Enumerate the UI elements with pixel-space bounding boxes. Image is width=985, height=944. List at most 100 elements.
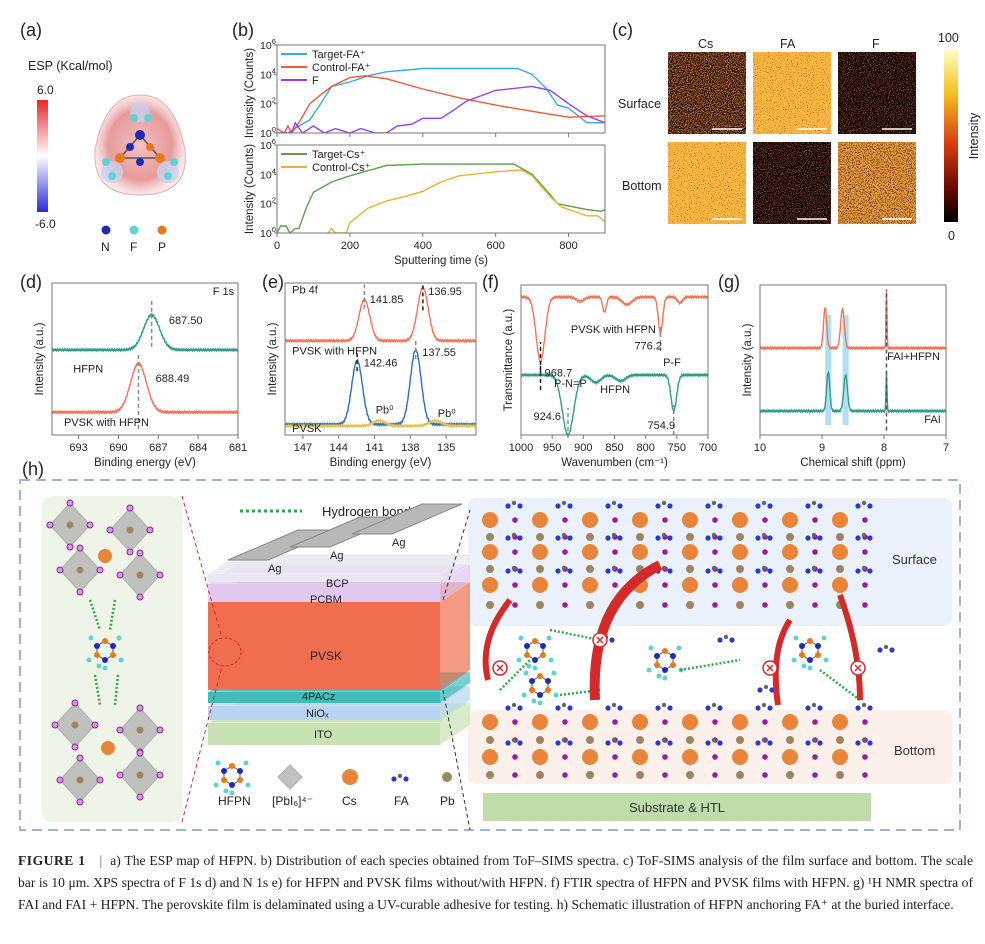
x-tick-label: 600	[486, 240, 504, 252]
x-tick-label: 800	[559, 240, 577, 252]
iodide-atom	[512, 582, 518, 588]
pb-atom	[586, 601, 594, 609]
esp-scale-max: 6.0	[37, 83, 54, 97]
iodide-atom	[136, 749, 144, 757]
fa-n	[655, 740, 661, 746]
fa-n	[717, 740, 723, 746]
map-noise	[753, 142, 831, 224]
chart-g: 10 9 8 7 Chemical shift (ppm) Intensity (a.u.…	[742, 284, 949, 469]
iodide-atom	[91, 721, 99, 729]
fa-c	[763, 684, 769, 690]
hfpn-atom	[237, 768, 243, 774]
fa-n	[889, 647, 895, 653]
fa-n	[517, 705, 523, 711]
ag-label: Ag	[392, 537, 405, 549]
caption-text: a) The ESP map of HFPN. b) Distribution …	[18, 853, 973, 912]
fa-c	[561, 565, 567, 571]
niox-label: NiOₓ	[306, 708, 329, 720]
hfpn-atom	[537, 673, 543, 679]
map-noise	[668, 142, 746, 224]
cs-atom	[582, 749, 598, 765]
iodide-atom	[51, 721, 59, 729]
layer-bcp-side	[440, 554, 470, 582]
fa-n	[617, 740, 623, 746]
bottom-label: Bottom	[894, 743, 935, 758]
fa-n	[717, 503, 723, 509]
fa-n	[403, 776, 409, 782]
cs-atom	[582, 714, 598, 730]
legend-label: Target-Cs⁺	[312, 149, 366, 161]
x-tick-label: 850	[605, 442, 623, 454]
surface-region	[468, 498, 952, 626]
fa-c	[611, 565, 617, 571]
cs-atom	[482, 749, 498, 765]
cs-atom	[632, 749, 648, 765]
figure-canvas: (a) (b) (c) (d) (e) (f) (g) (h) ESP (Kca…	[19, 20, 981, 831]
series-line-0	[521, 294, 708, 364]
fa-n	[605, 740, 611, 746]
fluorine-atom	[793, 635, 799, 641]
panel-a-esp-map: ESP (Kcal/mol) 6.0 -6.0 N F P	[28, 59, 186, 254]
y-tick-label: 104	[260, 66, 276, 81]
cs-atom	[482, 512, 498, 528]
fa-c	[397, 773, 403, 779]
x-tick-label: 135	[437, 442, 455, 454]
y-axis-label: Transmittance (a.u.)	[503, 309, 515, 412]
fa-n	[667, 535, 673, 541]
pb-atom	[686, 736, 694, 744]
pb-atom	[486, 565, 494, 573]
fa-n	[767, 535, 773, 541]
pb-atom	[586, 565, 594, 573]
fa-n	[805, 705, 811, 711]
cs-atom	[832, 749, 848, 765]
pb-atom	[836, 771, 844, 779]
tick-base: 10	[260, 228, 272, 240]
hfpn-atom	[529, 678, 535, 684]
iodide-atom	[116, 771, 124, 779]
legend-label-0: HFPN	[218, 794, 251, 808]
annotation-label: F 1s	[213, 286, 235, 298]
iodide-atom	[762, 602, 768, 608]
annotation-label: 688.49	[156, 373, 190, 385]
fluorine-atom	[223, 788, 229, 794]
hfpn-atom	[102, 657, 108, 663]
migration-arrow	[772, 618, 793, 706]
bcp-label: BCP	[326, 578, 349, 590]
legend-label: F	[312, 75, 319, 87]
fa-n	[667, 740, 673, 746]
pb-atom	[736, 771, 744, 779]
esp-molecule-surface	[94, 94, 186, 196]
col-label-cs: Cs	[698, 37, 713, 51]
fa-c	[611, 500, 617, 506]
tick-base: 10	[260, 140, 272, 152]
fa-n	[705, 705, 711, 711]
panel-letter-c: (c)	[612, 20, 633, 40]
fa-n	[877, 647, 883, 653]
fa-c	[811, 500, 817, 506]
zoom-connector	[181, 495, 223, 639]
4pacz-label: 4PACz	[302, 691, 335, 703]
annotation-label: HFPN	[73, 364, 103, 376]
pb-atom	[486, 533, 494, 541]
fa-n	[767, 568, 773, 574]
stack-connector	[442, 689, 471, 831]
fa-c	[661, 532, 667, 538]
cs-atom	[532, 544, 548, 560]
fa-c	[761, 737, 767, 743]
cs-atom	[582, 544, 598, 560]
x-tick-label: 690	[109, 442, 127, 454]
cs-atom	[732, 749, 748, 765]
fluorine-atom	[551, 670, 557, 676]
iodide-atom	[612, 582, 618, 588]
fa-n	[567, 740, 573, 746]
x-tick-label: 8	[881, 442, 887, 454]
iodide-atom	[562, 517, 568, 523]
fa-c	[711, 702, 717, 708]
iodide-atom	[812, 754, 818, 760]
iodide-atom	[662, 754, 668, 760]
x-tick-label: 900	[574, 442, 592, 454]
pb-atom	[486, 736, 494, 744]
annotation-label: Pb⁰	[376, 405, 394, 417]
axes-frame	[276, 44, 606, 134]
pb-atom	[836, 565, 844, 573]
